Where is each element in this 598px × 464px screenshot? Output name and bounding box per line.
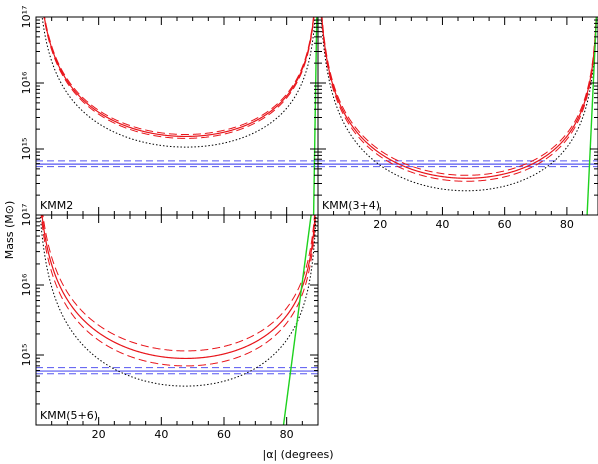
panel-label: KMM2 bbox=[40, 199, 73, 212]
black-dotted-curve bbox=[41, 17, 316, 148]
x-axis-label: |α| (degrees) bbox=[262, 448, 333, 461]
panel-kmm3-4: 20 40 60 80 KMM(3+4) bbox=[317, 16, 598, 231]
red-solid-curve bbox=[43, 17, 315, 138]
x-tick-label: 80 bbox=[560, 218, 574, 231]
red-dashed-curve-upper bbox=[321, 17, 597, 176]
green-line bbox=[282, 215, 312, 425]
red-dashed-curve-lower bbox=[321, 17, 597, 182]
plot-area bbox=[318, 17, 598, 215]
y-tick-label: 10¹⁶ bbox=[20, 71, 33, 94]
x-tick-label: 20 bbox=[373, 218, 387, 231]
y-tick-label: 10¹⁷ bbox=[20, 6, 33, 29]
y-tick-label: 10¹⁵ bbox=[20, 344, 33, 367]
red-dashed-curve-upper bbox=[44, 17, 315, 135]
x-tick-label: 60 bbox=[217, 428, 231, 441]
x-tick-label: 40 bbox=[435, 218, 449, 231]
red-dashed-curve-upper bbox=[42, 215, 316, 352]
black-dotted-curve bbox=[39, 215, 317, 387]
x-tick-label: 60 bbox=[498, 218, 512, 231]
red-solid-curve bbox=[41, 215, 316, 360]
y-tick-label: 10¹⁷ bbox=[20, 204, 33, 227]
green-line bbox=[312, 17, 318, 215]
panel-kmm2: 10¹⁵ 10¹⁶ 10¹⁷ KMM2 bbox=[20, 6, 319, 216]
panel-frame bbox=[35, 214, 319, 426]
plot-area bbox=[36, 17, 318, 215]
panel-label: KMM(3+4) bbox=[322, 199, 380, 212]
x-tick-label: 80 bbox=[280, 428, 294, 441]
red-dashed-curve-lower bbox=[40, 215, 317, 367]
plot-area bbox=[36, 215, 318, 425]
x-tick-label: 40 bbox=[154, 428, 168, 441]
green-line bbox=[586, 17, 598, 215]
red-solid-curve bbox=[321, 17, 597, 179]
red-dashed-curve-lower bbox=[43, 17, 315, 139]
panel-frame bbox=[317, 16, 598, 216]
y-axis-label: Mass (M⊙) bbox=[3, 201, 16, 259]
y-tick-label: 10¹⁵ bbox=[20, 138, 33, 161]
x-tick-label: 20 bbox=[92, 428, 106, 441]
panel-kmm5-6: 10¹⁵ 10¹⁶ 10¹⁷ 20 40 60 80 KMM(5+6) bbox=[20, 204, 319, 441]
panel-frame bbox=[35, 16, 319, 216]
y-tick-label: 10¹⁶ bbox=[20, 273, 33, 296]
black-dotted-curve bbox=[320, 17, 597, 192]
panel-label: KMM(5+6) bbox=[40, 409, 98, 422]
